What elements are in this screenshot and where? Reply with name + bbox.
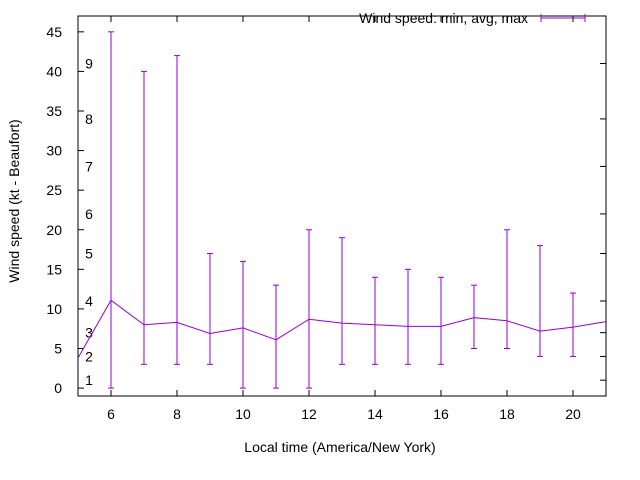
- beaufort-tick-label: 8: [85, 111, 93, 127]
- x-tick-label: 20: [565, 406, 581, 422]
- x-tick-label: 14: [367, 406, 383, 422]
- beaufort-tick-label: 7: [85, 158, 93, 174]
- y-tick-label: 35: [46, 103, 62, 119]
- legend-label: Wind speed: min, avg, max: [359, 10, 528, 26]
- beaufort-tick-label: 4: [85, 293, 93, 309]
- x-tick-label: 6: [107, 406, 115, 422]
- y-tick-label: 45: [46, 24, 62, 40]
- x-axis-label: Local time (America/New York): [244, 439, 435, 455]
- y-tick-label: 15: [46, 261, 62, 277]
- legend: Wind speed: min, avg, max: [359, 10, 586, 26]
- beaufort-tick-label: 2: [85, 348, 93, 364]
- error-bars: [108, 31, 576, 389]
- plot-frame: [77, 15, 607, 397]
- axis-ticks: [78, 16, 606, 396]
- y-tick-label: 0: [54, 380, 62, 396]
- y-tick-label: 30: [46, 143, 62, 159]
- beaufort-tick-labels: 1 2 3 4 5 6 7 8 9: [85, 56, 93, 389]
- x-tick-label: 16: [433, 406, 449, 422]
- y-tick-label: 40: [46, 63, 62, 79]
- y-tick-labels: 0 5 10 15 20 25 30 35 40 45: [46, 24, 62, 396]
- x-tick-label: 18: [499, 406, 515, 422]
- avg-wind-line: [77, 299, 607, 359]
- x-tick-labels: 6 8 10 12 14 16 18 20: [107, 406, 581, 422]
- beaufort-tick-label: 9: [85, 56, 93, 72]
- y-tick-label: 10: [46, 301, 62, 317]
- beaufort-tick-label: 3: [85, 325, 93, 341]
- y-tick-label: 25: [46, 182, 62, 198]
- beaufort-tick-label: 5: [85, 246, 93, 262]
- y-tick-label: 20: [46, 222, 62, 238]
- beaufort-tick-label: 6: [85, 206, 93, 222]
- x-tick-label: 12: [301, 406, 317, 422]
- beaufort-tick-label: 1: [85, 372, 93, 388]
- y-axis-label: Wind speed (kt - Beaufort): [6, 119, 22, 282]
- x-tick-label: 10: [235, 406, 251, 422]
- x-tick-label: 8: [173, 406, 181, 422]
- y-tick-label: 5: [54, 341, 62, 357]
